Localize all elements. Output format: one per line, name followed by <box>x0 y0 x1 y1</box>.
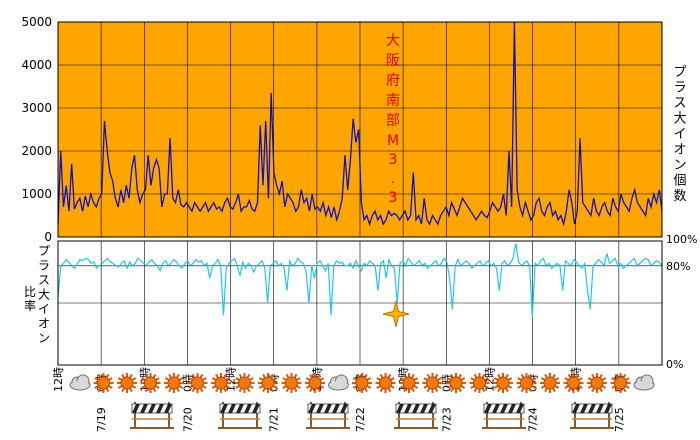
cloud-icon <box>69 374 91 391</box>
x-tick-label: 12時 <box>225 367 238 392</box>
ion-count-series-line <box>57 21 663 227</box>
top-y-label-char: ラ <box>673 81 686 96</box>
x-date-label: 7/25 <box>613 407 626 432</box>
annotation-char: 3 <box>389 152 398 168</box>
top-y-tick-label: 5000 <box>21 15 52 29</box>
sun-icon <box>399 373 419 393</box>
bottom-y-label-char: オ <box>38 317 50 331</box>
sun-icon <box>422 373 443 393</box>
top-y-label-char: オ <box>673 143 686 158</box>
x-date-label: 7/23 <box>440 407 453 432</box>
top-y-label-char: ス <box>673 96 686 111</box>
bottom-y-tick-label: 0% <box>666 358 683 371</box>
sun-icon <box>164 373 184 393</box>
top-y-label-char: ン <box>673 158 686 173</box>
barrier-icon <box>394 402 438 429</box>
sun-icon <box>375 373 396 393</box>
sun-icon <box>258 373 278 393</box>
x-tick-label: 12時 <box>483 367 496 392</box>
x-date-label: 7/24 <box>527 407 540 432</box>
annotation-char: . <box>391 171 395 187</box>
top-y-label-char: プ <box>673 65 686 80</box>
sun-icon <box>140 373 161 393</box>
bottom-y-label-char: 比 <box>24 285 36 299</box>
bottom-y-label-char: イ <box>38 302 50 316</box>
cloud-icon <box>633 374 655 391</box>
top-y-tick-label: 0 <box>44 230 52 244</box>
cloud-icon <box>328 374 349 391</box>
barrier-icon <box>570 402 614 429</box>
barrier-icon <box>130 402 174 429</box>
top-y-label-char: 個 <box>673 174 686 189</box>
annotation-char: 大 <box>386 33 400 49</box>
annotation-char: 部 <box>386 113 400 129</box>
sun-icon <box>563 373 584 393</box>
weather-row <box>69 373 655 393</box>
bottom-y-label-char: ラ <box>38 259 50 273</box>
annotation-char: 3 <box>389 190 398 206</box>
sun-icon <box>446 373 466 393</box>
top-grid <box>58 22 662 237</box>
sun-icon <box>587 373 607 393</box>
sun-icon <box>516 373 537 393</box>
annotation-char: 府 <box>386 73 400 89</box>
top-y-tick-label: 2000 <box>21 144 52 158</box>
sun-icon <box>117 373 137 393</box>
top-y-label-char: 大 <box>673 112 686 127</box>
sun-icon <box>234 373 255 393</box>
bottom-y-label-char: 率 <box>24 298 36 313</box>
x-tick-label: 12時 <box>52 367 65 392</box>
sun-icon <box>211 373 231 393</box>
x-date-label: 7/21 <box>268 407 281 432</box>
x-date-label: 7/20 <box>181 407 194 432</box>
barrier-icon <box>218 402 262 429</box>
ion-ratio-series-line <box>57 243 663 318</box>
barrier-icon <box>306 402 350 429</box>
top-y-tick-label: 1000 <box>21 187 52 201</box>
sun-icon <box>305 373 325 393</box>
sun-icon <box>352 373 372 393</box>
annotation-char: 南 <box>386 93 400 109</box>
bottom-y-tick-label: 100% <box>666 233 697 246</box>
barrier-row <box>130 402 614 429</box>
x-date-label: 7/19 <box>95 407 108 432</box>
top-y-label-char: イ <box>673 127 686 142</box>
top-y-ticks: 0 1000 2000 3000 4000 5000 <box>21 15 52 244</box>
top-plot-frame <box>57 21 663 238</box>
sun-icon <box>469 373 490 393</box>
bottom-y-label-char: 大 <box>38 288 50 302</box>
bottom-y-tick-label: 80% <box>666 260 690 273</box>
top-y-tick-label: 3000 <box>21 101 52 115</box>
sun-icon <box>610 373 631 393</box>
barrier-icon <box>482 402 526 429</box>
star-marker-icon <box>382 300 410 328</box>
bottom-y-label-char: ン <box>38 331 50 345</box>
bottom-y-label-char: プ <box>38 244 50 258</box>
sun-icon <box>493 373 513 393</box>
sun-icon <box>93 373 114 393</box>
top-y-label-char: 数 <box>673 189 686 204</box>
bottom-plot-frame <box>57 240 663 366</box>
bottom-y-ticks: 0% 80% 100% <box>666 233 697 371</box>
annotation-char: M <box>387 133 399 149</box>
sun-icon <box>540 373 560 393</box>
annotation-char: 阪 <box>386 53 400 69</box>
sun-icon <box>281 373 302 393</box>
bottom-y-label-char: ス <box>38 273 50 287</box>
sun-icon <box>187 373 208 393</box>
x-date-label: 7/22 <box>354 407 367 432</box>
top-y-tick-label: 4000 <box>21 58 52 72</box>
